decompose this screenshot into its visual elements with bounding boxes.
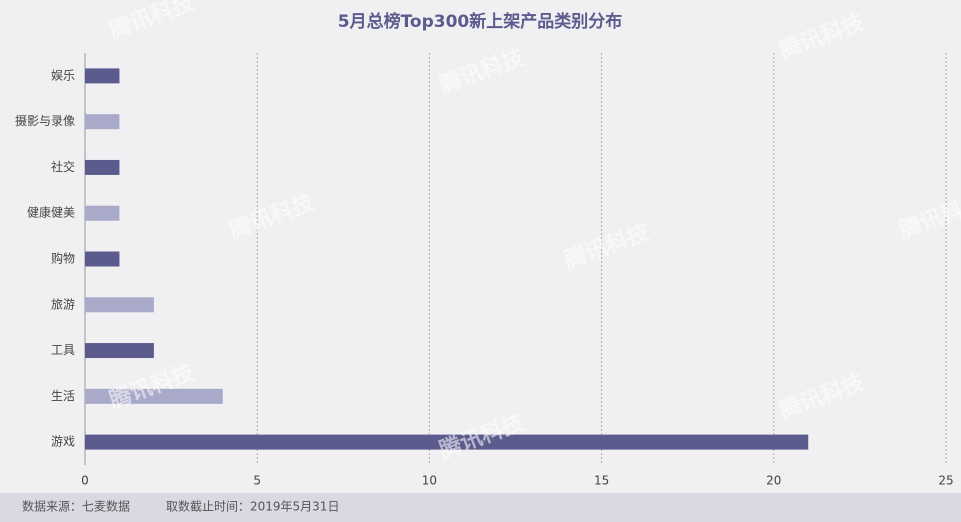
chart-title: 5月总榜Top300新上架产品类别分布 [338, 11, 623, 32]
y-tick-label: 健康健美 [27, 205, 75, 220]
y-tick-label: 游戏 [51, 435, 75, 449]
y-tick-label: 生活 [51, 389, 75, 403]
footer-cutoff: 取数截止时间：2019年5月31日 [166, 499, 339, 514]
y-tick-label: 摄影与录像 [15, 113, 75, 128]
bar [85, 297, 154, 313]
y-tick-label: 旅游 [51, 297, 75, 311]
footer-band [0, 493, 961, 522]
x-tick-label: 25 [938, 474, 953, 488]
bar [85, 251, 120, 267]
bar [85, 114, 120, 130]
footer-source: 数据来源：七麦数据 [22, 499, 130, 514]
bar [85, 434, 809, 450]
x-tick-label: 20 [766, 474, 781, 488]
x-tick-label: 10 [422, 474, 437, 488]
x-tick-label: 15 [594, 474, 609, 488]
y-tick-label: 社交 [51, 159, 75, 174]
y-tick-label: 工具 [51, 343, 75, 357]
bar [85, 159, 120, 175]
x-tick-label: 0 [81, 474, 89, 488]
bar [85, 205, 120, 221]
bar [85, 388, 223, 404]
y-tick-label: 购物 [51, 251, 75, 266]
x-tick-label: 5 [253, 474, 261, 488]
bar [85, 343, 154, 359]
y-tick-label: 娱乐 [51, 68, 75, 82]
bar [85, 68, 120, 84]
